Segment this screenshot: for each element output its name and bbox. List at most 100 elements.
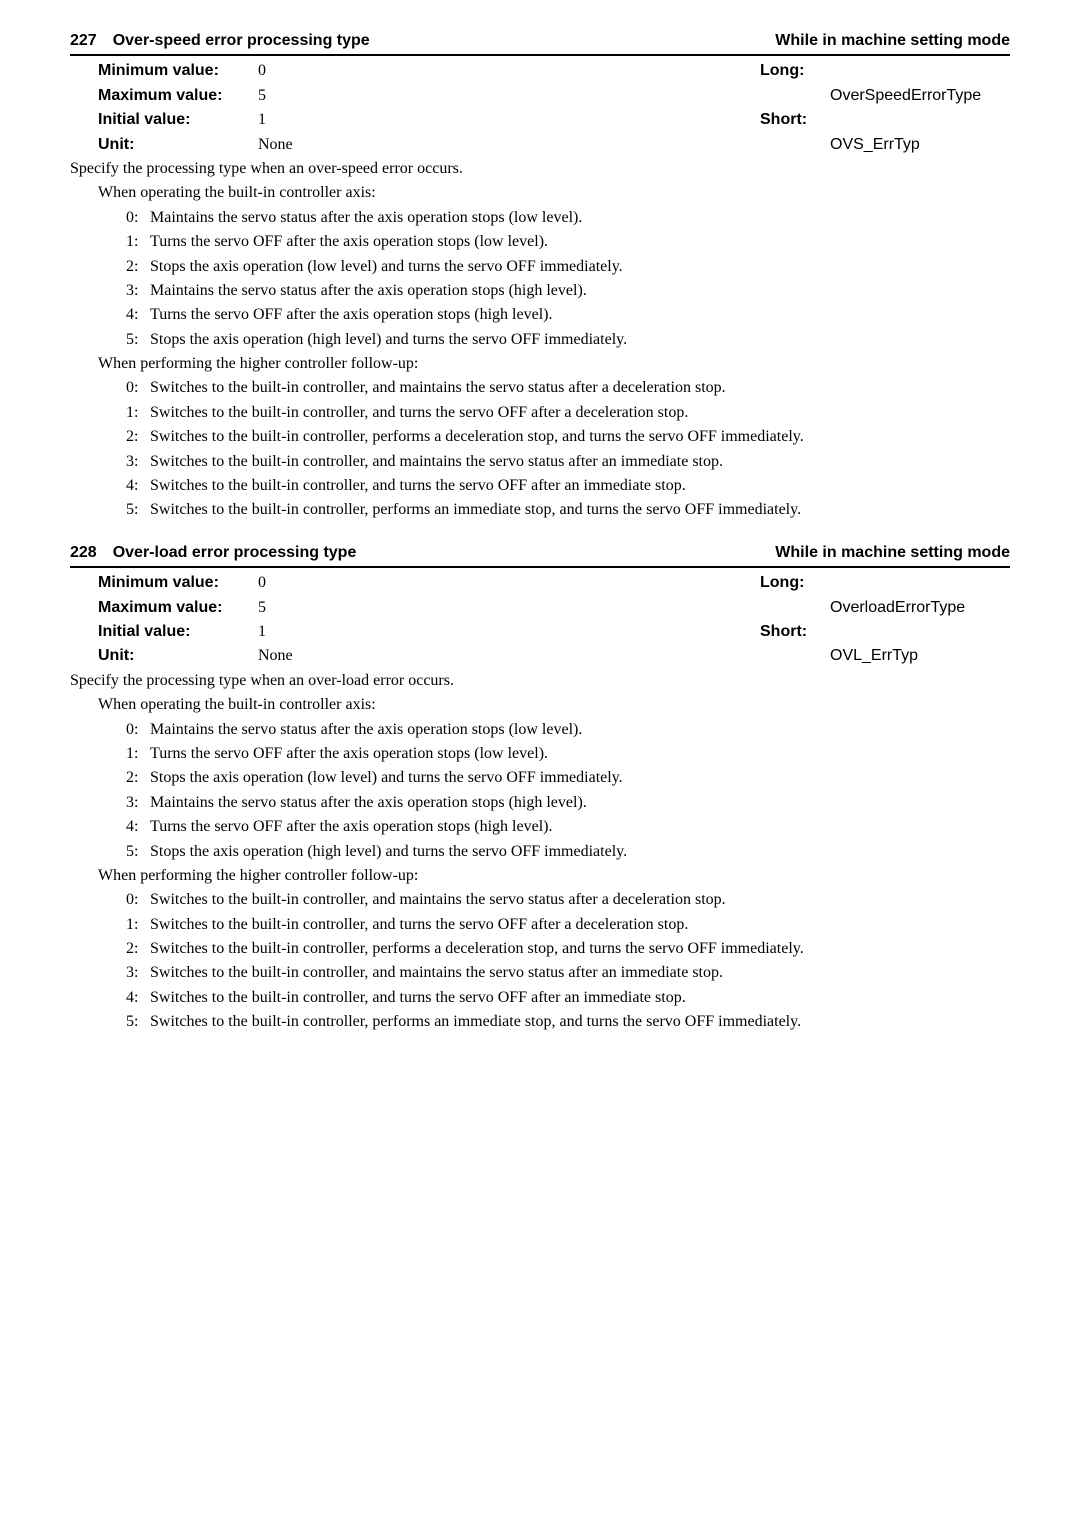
min-value: 0 <box>258 572 760 594</box>
long-value-text: OverSpeedErrorType <box>830 85 1010 107</box>
description-item-num: 2: <box>126 767 150 789</box>
description-item-text: Switches to the built-in controller, per… <box>150 426 1010 448</box>
description-item-num: 1: <box>126 402 150 424</box>
long-label: Long: <box>760 572 830 594</box>
description-item-num: 3: <box>126 451 150 473</box>
description-item-text: Switches to the built-in controller, and… <box>150 914 1010 936</box>
description-item-num: 3: <box>126 792 150 814</box>
document-content: 227 Over-speed error processing type While… <box>70 30 1010 1034</box>
description-item: 4:Switches to the built-in controller, a… <box>70 475 1010 497</box>
spacer <box>760 597 830 619</box>
initial-label: Initial value: <box>98 621 258 643</box>
description-item-text: Switches to the built-in controller, per… <box>150 938 1010 960</box>
description-item-text: Turns the servo OFF after the axis opera… <box>150 231 1010 253</box>
description-item: 1:Turns the servo OFF after the axis ope… <box>70 743 1010 765</box>
description-item-text: Maintains the servo status after the axi… <box>150 719 1010 741</box>
description-item-text: Switches to the built-in controller, and… <box>150 962 1010 984</box>
description-item-num: 2: <box>126 938 150 960</box>
param-title: Over-load error processing type <box>113 542 357 564</box>
description-item: 4:Turns the servo OFF after the axis ope… <box>70 304 1010 326</box>
spacer <box>760 85 830 107</box>
short-value-text: OVS_ErrTyp <box>830 134 1010 156</box>
description-item-text: Switches to the built-in controller, and… <box>150 451 1010 473</box>
short-label: Short: <box>760 621 830 643</box>
param-fields: Minimum value:0Long: Maximum value:5 OverS… <box>70 60 1010 156</box>
description-item-text: Stops the axis operation (high level) an… <box>150 329 1010 351</box>
description-item-text: Maintains the servo status after the axi… <box>150 280 1010 302</box>
description-item-text: Switches to the built-in controller, and… <box>150 475 1010 497</box>
param-block: 227 Over-speed error processing type While… <box>70 30 1010 522</box>
max-label: Maximum value: <box>98 85 258 107</box>
description-section-heading: When performing the higher controller fo… <box>70 353 1010 375</box>
description-item: 2:Stops the axis operation (low level) a… <box>70 256 1010 278</box>
long-label: Long: <box>760 60 830 82</box>
spacer <box>760 134 830 156</box>
max-label: Maximum value: <box>98 597 258 619</box>
description-item-num: 0: <box>126 377 150 399</box>
description-item-text: Switches to the built-in controller, per… <box>150 1011 1010 1033</box>
description-item-text: Switches to the built-in controller, and… <box>150 377 1010 399</box>
max-value: 5 <box>258 597 760 619</box>
description-main: Specify the processing type when an over… <box>70 158 1010 180</box>
long-value <box>830 60 1010 82</box>
short-label: Short: <box>760 109 830 131</box>
description-item: 4:Switches to the built-in controller, a… <box>70 987 1010 1009</box>
description-item-num: 3: <box>126 962 150 984</box>
param-header: 228Over-load error processing typeWhile … <box>70 542 1010 568</box>
param-title: Over-speed error processing type <box>113 30 370 52</box>
description-item-text: Turns the servo OFF after the axis opera… <box>150 743 1010 765</box>
max-value: 5 <box>258 85 760 107</box>
initial-value: 1 <box>258 621 760 643</box>
description-item: 4:Turns the servo OFF after the axis ope… <box>70 816 1010 838</box>
long-value-text: OverloadErrorType <box>830 597 1010 619</box>
description-item-text: Stops the axis operation (low level) and… <box>150 767 1010 789</box>
description-item: 3:Switches to the built-in controller, a… <box>70 962 1010 984</box>
description-item: 1:Switches to the built-in controller, a… <box>70 914 1010 936</box>
description-item-text: Maintains the servo status after the axi… <box>150 207 1010 229</box>
min-label: Minimum value: <box>98 572 258 594</box>
param-number: 227 <box>70 30 97 52</box>
short-value <box>830 109 1010 131</box>
description-item: 3:Switches to the built-in controller, a… <box>70 451 1010 473</box>
description-item-text: Switches to the built-in controller, and… <box>150 987 1010 1009</box>
description-item-num: 1: <box>126 914 150 936</box>
description-item: 5:Stops the axis operation (high level) … <box>70 329 1010 351</box>
description-item-num: 4: <box>126 987 150 1009</box>
description-item-num: 1: <box>126 231 150 253</box>
description-item: 5:Switches to the built-in controller, p… <box>70 1011 1010 1033</box>
description-item: 1:Turns the servo OFF after the axis ope… <box>70 231 1010 253</box>
param-block: 228Over-load error processing typeWhile … <box>70 542 1010 1034</box>
long-value <box>830 572 1010 594</box>
description-item-num: 3: <box>126 280 150 302</box>
description-item-num: 5: <box>126 1011 150 1033</box>
param-fields: Minimum value:0Long: Maximum value:5 Overl… <box>70 572 1010 668</box>
description-item-num: 2: <box>126 426 150 448</box>
param-header: 227 Over-speed error processing type While… <box>70 30 1010 56</box>
description-item-num: 2: <box>126 256 150 278</box>
description-item: 0:Maintains the servo status after the a… <box>70 719 1010 741</box>
description-item-text: Switches to the built-in controller, and… <box>150 402 1010 424</box>
unit-value: None <box>258 645 760 667</box>
param-description: Specify the processing type when an over… <box>70 158 1010 522</box>
description-section-heading: When operating the built-in controller a… <box>70 694 1010 716</box>
description-item: 0:Switches to the built-in controller, a… <box>70 377 1010 399</box>
unit-label: Unit: <box>98 134 258 156</box>
description-item-num: 1: <box>126 743 150 765</box>
description-item-num: 4: <box>126 475 150 497</box>
spacer <box>760 645 830 667</box>
description-item: 2:Stops the axis operation (low level) a… <box>70 767 1010 789</box>
min-label: Minimum value: <box>98 60 258 82</box>
description-section-heading: When performing the higher controller fo… <box>70 865 1010 887</box>
initial-value: 1 <box>258 109 760 131</box>
description-item: 2:Switches to the built-in controller, p… <box>70 938 1010 960</box>
description-item: 3:Maintains the servo status after the a… <box>70 280 1010 302</box>
description-item-num: 4: <box>126 304 150 326</box>
unit-value: None <box>258 134 760 156</box>
description-item-text: Stops the axis operation (high level) an… <box>150 841 1010 863</box>
short-value-text: OVL_ErrTyp <box>830 645 1010 667</box>
param-mode: While in machine setting mode <box>775 30 1010 52</box>
description-item-num: 5: <box>126 329 150 351</box>
min-value: 0 <box>258 60 760 82</box>
description-item: 3:Maintains the servo status after the a… <box>70 792 1010 814</box>
description-item-text: Switches to the built-in controller, per… <box>150 499 1010 521</box>
